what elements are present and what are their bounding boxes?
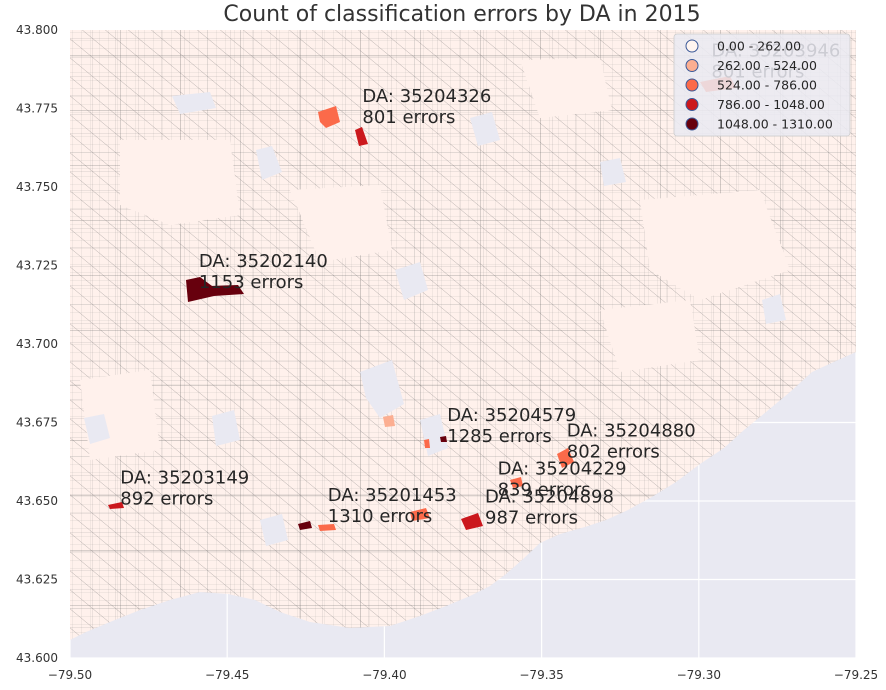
y-tick-label: 43.725: [16, 259, 58, 273]
legend-label: 1048.00 - 1310.00: [717, 117, 833, 132]
x-tick-label: −79.25: [834, 668, 878, 682]
major-roads: [70, 30, 856, 640]
legend-label: 262.00 - 524.00: [717, 58, 817, 73]
legend: 0.00 - 262.00 262.00 - 524.00 524.00 - 786…: [673, 33, 851, 137]
x-tick-label: −79.45: [205, 668, 249, 682]
y-tick-label: 43.650: [16, 494, 58, 508]
da-polygon: [318, 524, 336, 531]
y-tick-label: 43.775: [16, 102, 58, 116]
legend-marker: [685, 59, 699, 72]
annotation-error-count: 892 errors: [120, 489, 213, 510]
da-polygon-35204880: [557, 448, 574, 468]
legend-label: 0.00 - 262.00: [717, 39, 801, 54]
da-polygon-35204326: [355, 127, 368, 146]
x-tick-label: −79.40: [362, 668, 406, 682]
legend-marker: [685, 98, 699, 111]
x-tick-label: −79.50: [48, 668, 92, 682]
parks-and-ravines: [84, 92, 786, 546]
y-tick-label: 43.750: [16, 180, 58, 194]
annotation-da-id: DA: 35203149: [120, 468, 249, 489]
annotation-error-count: 1310 errors: [328, 506, 432, 527]
annotation-da-id: DA: 35204579: [447, 405, 576, 426]
open-land-areas: [80, 58, 790, 460]
y-tick-label: 43.625: [16, 573, 58, 587]
annotation-da-id: DA: 35204880: [567, 421, 696, 442]
da-polygon-35204898: [461, 513, 483, 530]
x-tick-label: −79.35: [519, 668, 563, 682]
annotation-error-count: 802 errors: [567, 442, 660, 463]
y-axis-ticks: 43.800 43.775 43.750 43.725 43.700 43.675 43.6…: [16, 23, 58, 665]
y-tick-label: 43.675: [16, 416, 58, 430]
annotation-da-id: DA: 35202140: [199, 251, 328, 272]
land-layer: [70, 30, 856, 640]
annotation-da-id: DA: 35204326: [362, 86, 491, 107]
legend-marker: [685, 78, 699, 92]
x-axis-ticks: −79.50 −79.45 −79.40 −79.35 −79.30 −79.25: [48, 668, 878, 682]
annotation-da-id: DA: 35204229: [498, 458, 627, 479]
annotation-error-count: 1153 errors: [199, 272, 303, 293]
da-polygon: [424, 439, 430, 448]
da-polygon-35203149: [108, 502, 124, 509]
da-polygon: [410, 508, 430, 521]
annotation-error-count: 1285 errors: [447, 426, 551, 447]
y-tick-label: 43.600: [16, 651, 58, 665]
da-polygon-35202140: [186, 277, 244, 302]
legend-box: [673, 33, 851, 137]
legend-marker: [685, 39, 699, 53]
annotation-da-id: DA: 35204898: [485, 487, 614, 508]
annotation-error-count: 987 errors: [485, 508, 578, 529]
x-tick-label: −79.30: [677, 668, 721, 682]
da-polygon-35204579: [440, 436, 447, 442]
y-tick-label: 43.800: [16, 23, 58, 37]
legend-label: 786.00 - 1048.00: [717, 97, 825, 112]
da-polygon-35204229: [510, 477, 523, 488]
da-polygon-35201453: [298, 521, 312, 530]
da-polygon: [383, 415, 395, 427]
legend-marker: [685, 117, 699, 131]
y-tick-label: 43.700: [16, 337, 58, 351]
chart-title: Count of classification errors by DA in …: [223, 2, 700, 27]
legend-label: 524.00 - 786.00: [717, 78, 817, 93]
da-polygon: [318, 106, 340, 128]
annotation-da-id: DA: 35201453: [328, 485, 457, 506]
annotation-error-count: 801 errors: [362, 107, 455, 128]
annotation-error-count: 839 errors: [498, 479, 591, 500]
